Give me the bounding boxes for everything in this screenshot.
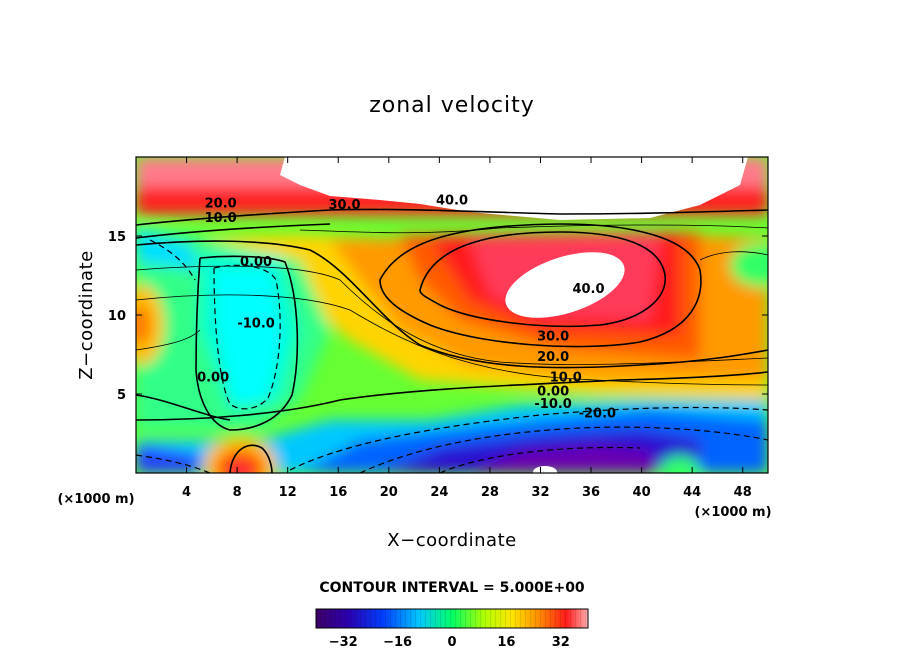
y-unit-label: (×1000 m) xyxy=(57,492,134,507)
contour-interval-label: CONTOUR INTERVAL = 5.000E+00 xyxy=(319,580,585,596)
contour-label: 30.0 xyxy=(537,329,569,344)
x-tick-label: 4 xyxy=(182,485,191,500)
contour-labels: 20.010.030.0 40.00.00-10.00.0040.030.020.… xyxy=(197,193,616,421)
contour-label: -10.0 xyxy=(534,397,571,412)
contour-label: 20.0 xyxy=(205,197,237,212)
colorbar-tick-label: 16 xyxy=(497,635,515,650)
colorbar xyxy=(315,608,589,629)
colorbar-ticks: −32 −16 0 16 32 xyxy=(329,635,570,650)
x-tick-label: 20 xyxy=(380,485,398,500)
x-tick-label: 48 xyxy=(734,485,752,500)
y-tick-label: 10 xyxy=(108,309,126,324)
x-tick-label: 44 xyxy=(683,485,701,500)
x-tick-label: 28 xyxy=(481,485,499,500)
colorbar-tick-label: 0 xyxy=(447,635,456,650)
y-tick-label: 15 xyxy=(108,230,126,245)
colorbar-tick-label: 32 xyxy=(552,635,570,650)
colorbar-tick-label: −32 xyxy=(329,635,358,650)
x-tick-label: 36 xyxy=(582,485,600,500)
contour-field xyxy=(136,157,768,473)
chart-title: zonal velocity xyxy=(369,93,535,118)
y-axis-ticks: 5 10 15 xyxy=(108,230,768,403)
contour-label: 10.0 xyxy=(550,370,582,385)
contour-label: -10.0 xyxy=(237,317,274,332)
contour-label: 40.0 xyxy=(436,193,468,208)
x-tick-label: 24 xyxy=(430,485,448,500)
x-tick-label: 40 xyxy=(633,485,651,500)
contour-label: 10.0 xyxy=(205,211,237,226)
y-axis-label: Z−coordinate xyxy=(76,250,97,379)
x-unit-label: (×1000 m) xyxy=(694,505,771,520)
contour-label: 20.0 xyxy=(537,350,569,365)
x-axis-label: X−coordinate xyxy=(387,530,516,551)
contour-label: 0.00 xyxy=(197,370,229,385)
contour-label: -20.0 xyxy=(579,407,616,422)
x-tick-label: 16 xyxy=(329,485,347,500)
x-tick-label: 32 xyxy=(531,485,549,500)
x-tick-label: 8 xyxy=(233,485,242,500)
contour-label: 40.0 xyxy=(572,282,604,297)
contour-label: 0.00 xyxy=(537,385,569,400)
contour-label: 0.00 xyxy=(240,255,272,270)
x-axis-ticks: 4 8 12 16 20 24 28 32 36 40 44 48 xyxy=(182,157,752,500)
x-tick-label: 12 xyxy=(279,485,297,500)
contour-label: 30.0 xyxy=(329,198,361,213)
colorbar-tick-label: −16 xyxy=(383,635,412,650)
y-tick-label: 5 xyxy=(117,388,126,403)
